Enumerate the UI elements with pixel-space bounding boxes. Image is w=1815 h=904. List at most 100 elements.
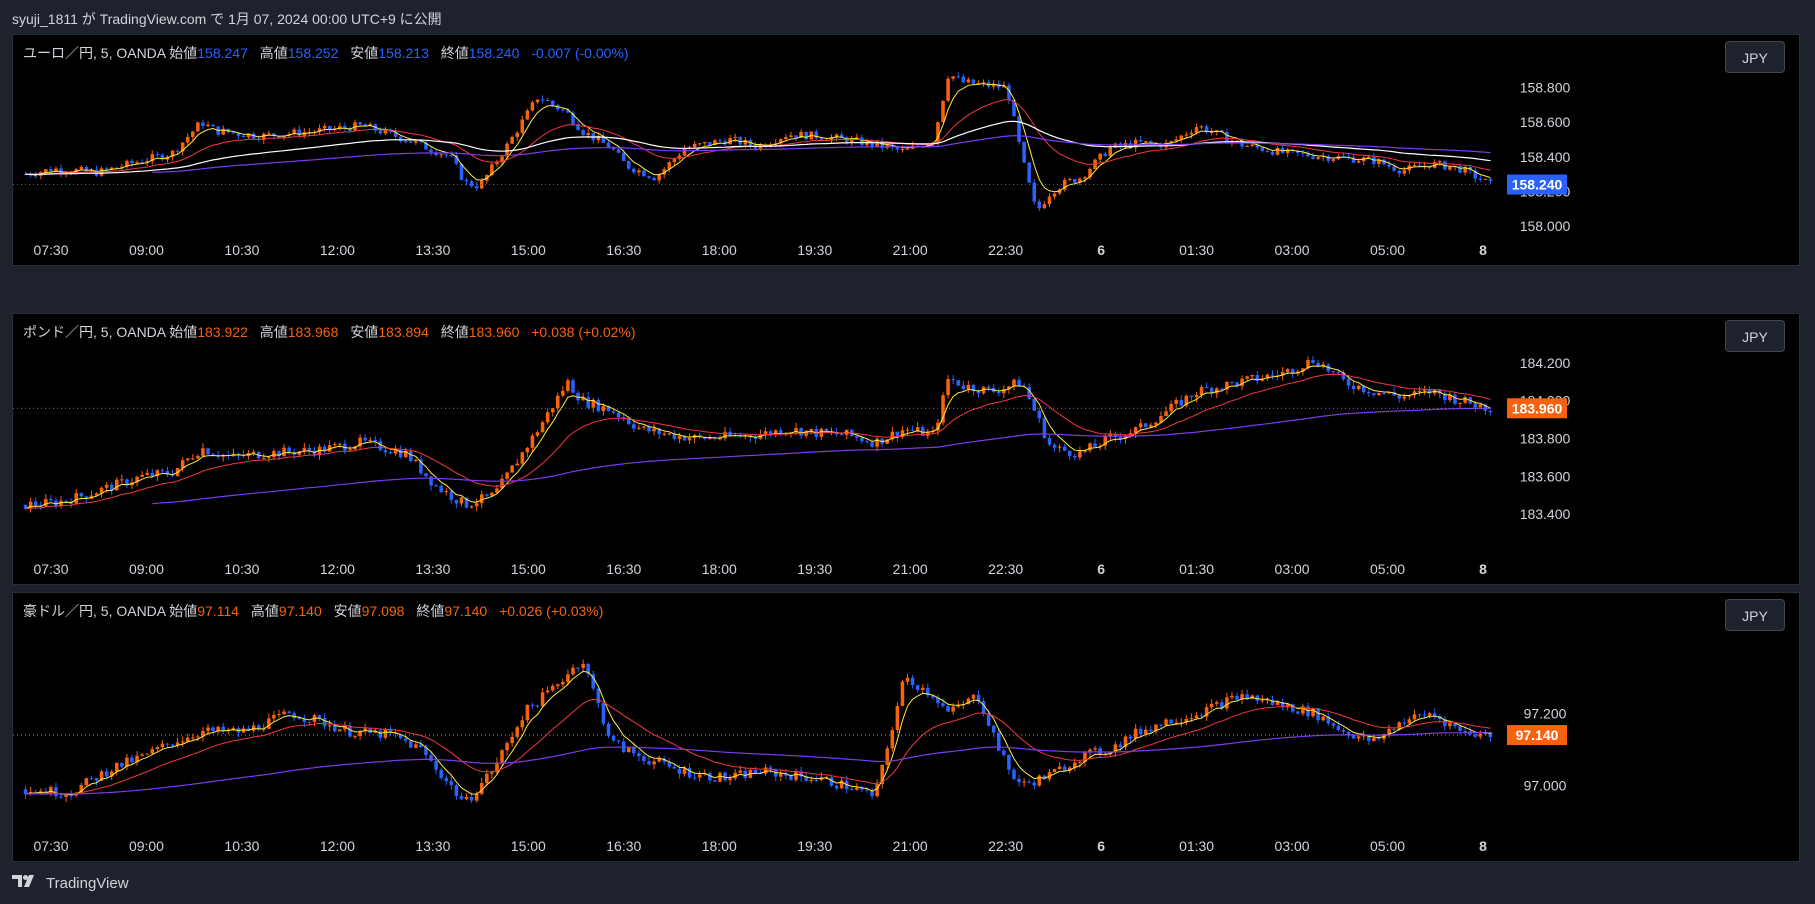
candle-body <box>900 430 905 438</box>
ma-mid-line <box>25 99 1491 176</box>
candle-body <box>647 761 651 765</box>
candle-body <box>784 137 788 140</box>
candle-body <box>834 134 839 138</box>
candle-body <box>839 134 844 138</box>
candle-body <box>621 152 626 161</box>
chart-canvas[interactable]: 07:30 09:00 10:30 12:00 13:30 15:00 16:30 18:00… <box>13 314 1800 585</box>
candle-body <box>1032 398 1037 411</box>
candle-body <box>550 685 555 691</box>
candle-body <box>1351 385 1356 390</box>
candle-body <box>1042 204 1047 209</box>
candle-body <box>1209 388 1214 394</box>
candle-body <box>966 384 971 390</box>
candle-body <box>576 392 580 401</box>
candle-body <box>403 738 408 741</box>
candle-body <box>799 131 803 138</box>
x-tick-label: 07:30 <box>33 242 68 258</box>
candles <box>23 72 1493 212</box>
candle-body <box>956 380 960 386</box>
candle-body <box>1194 127 1199 133</box>
candle-body <box>525 110 530 120</box>
candle-body <box>378 130 383 134</box>
candle-body <box>373 730 378 733</box>
x-tick-label: 10:30 <box>224 242 259 258</box>
x-tick-label: 07:30 <box>33 838 68 854</box>
candle-body <box>784 773 788 776</box>
candle-body <box>956 76 960 78</box>
candle-body <box>1458 166 1462 173</box>
candle-body <box>1255 695 1260 701</box>
candle-body <box>1012 99 1016 117</box>
open-value: 183.922 <box>197 324 248 340</box>
candle-body <box>905 677 910 682</box>
candle-body <box>267 133 271 135</box>
y-tick-label: 184.200 <box>1520 355 1571 371</box>
candle-body <box>647 426 651 432</box>
candle-body <box>1473 734 1478 737</box>
candle-body <box>145 472 149 475</box>
candle-body <box>829 137 834 141</box>
candle-body <box>738 137 743 145</box>
candle-body <box>1144 729 1148 734</box>
candle-body <box>338 443 342 445</box>
candle-body <box>976 82 981 84</box>
close-label: 終値 <box>440 45 469 61</box>
candle-body <box>500 156 504 163</box>
candle-body <box>444 491 449 493</box>
currency-button[interactable]: JPY <box>1725 320 1785 352</box>
candle-body <box>414 141 418 143</box>
candle-body <box>1138 728 1143 734</box>
candle-body <box>718 772 722 782</box>
candle-body <box>1194 715 1199 719</box>
y-tick-label: 97.200 <box>1524 705 1567 721</box>
candle-body <box>1108 147 1113 157</box>
low-label: 安値 <box>350 324 379 340</box>
candle-body <box>170 474 175 476</box>
candle-body <box>125 757 129 767</box>
candle-body <box>1225 132 1229 143</box>
candle-body <box>1346 731 1351 736</box>
candle-body <box>64 500 68 502</box>
candle-body <box>566 110 570 113</box>
candle-body <box>429 476 433 486</box>
candle-body <box>165 743 170 745</box>
candle-body <box>1438 389 1442 394</box>
candle-body <box>779 139 783 144</box>
candle-body <box>500 478 504 489</box>
candle-body <box>419 141 423 143</box>
candle-body <box>221 726 225 732</box>
candle-body <box>94 493 99 496</box>
candle-body <box>383 129 388 134</box>
open-label: 始値 <box>169 45 198 61</box>
candle-body <box>59 168 63 174</box>
chart-canvas[interactable]: 07:30 09:00 10:30 12:00 13:30 15:00 16:30 18:00… <box>13 593 1800 862</box>
candle-body <box>439 769 443 779</box>
candle-body <box>1412 714 1417 720</box>
chart-pane-audjpy[interactable]: 07:30 09:00 10:30 12:00 13:30 15:00 16:30 18:00… <box>12 592 1800 862</box>
x-tick-label: 6 <box>1097 561 1105 577</box>
candle-body <box>1412 391 1417 396</box>
candle-body <box>449 155 454 157</box>
chart-pane-gbpjpy[interactable]: 07:30 09:00 10:30 12:00 13:30 15:00 16:30 18:00… <box>12 313 1800 585</box>
candle-body <box>1397 722 1401 730</box>
currency-button[interactable]: JPY <box>1725 599 1785 631</box>
close-value: 158.240 <box>468 45 520 61</box>
candle-body <box>1149 729 1153 732</box>
candle-body <box>120 166 124 168</box>
candle-body <box>991 83 996 87</box>
candle-body <box>708 437 712 440</box>
chart-canvas[interactable]: 07:30 09:00 10:30 12:00 13:30 15:00 16:30 18:00… <box>13 35 1800 266</box>
candle-body <box>150 472 155 477</box>
currency-button[interactable]: JPY <box>1725 41 1785 73</box>
candle-body <box>1285 369 1290 372</box>
candle-body <box>1225 382 1229 390</box>
chart-pane-eurjpy[interactable]: 07:30 09:00 10:30 12:00 13:30 15:00 16:30 18:00… <box>12 34 1800 266</box>
candle-body <box>1275 701 1280 705</box>
candle-body <box>997 732 1001 751</box>
candle-body <box>170 150 175 157</box>
candle-body <box>1448 394 1452 401</box>
candle-body <box>23 789 28 794</box>
candle-body <box>1301 368 1305 372</box>
candle-body <box>1214 388 1219 394</box>
candle-body <box>936 697 940 704</box>
